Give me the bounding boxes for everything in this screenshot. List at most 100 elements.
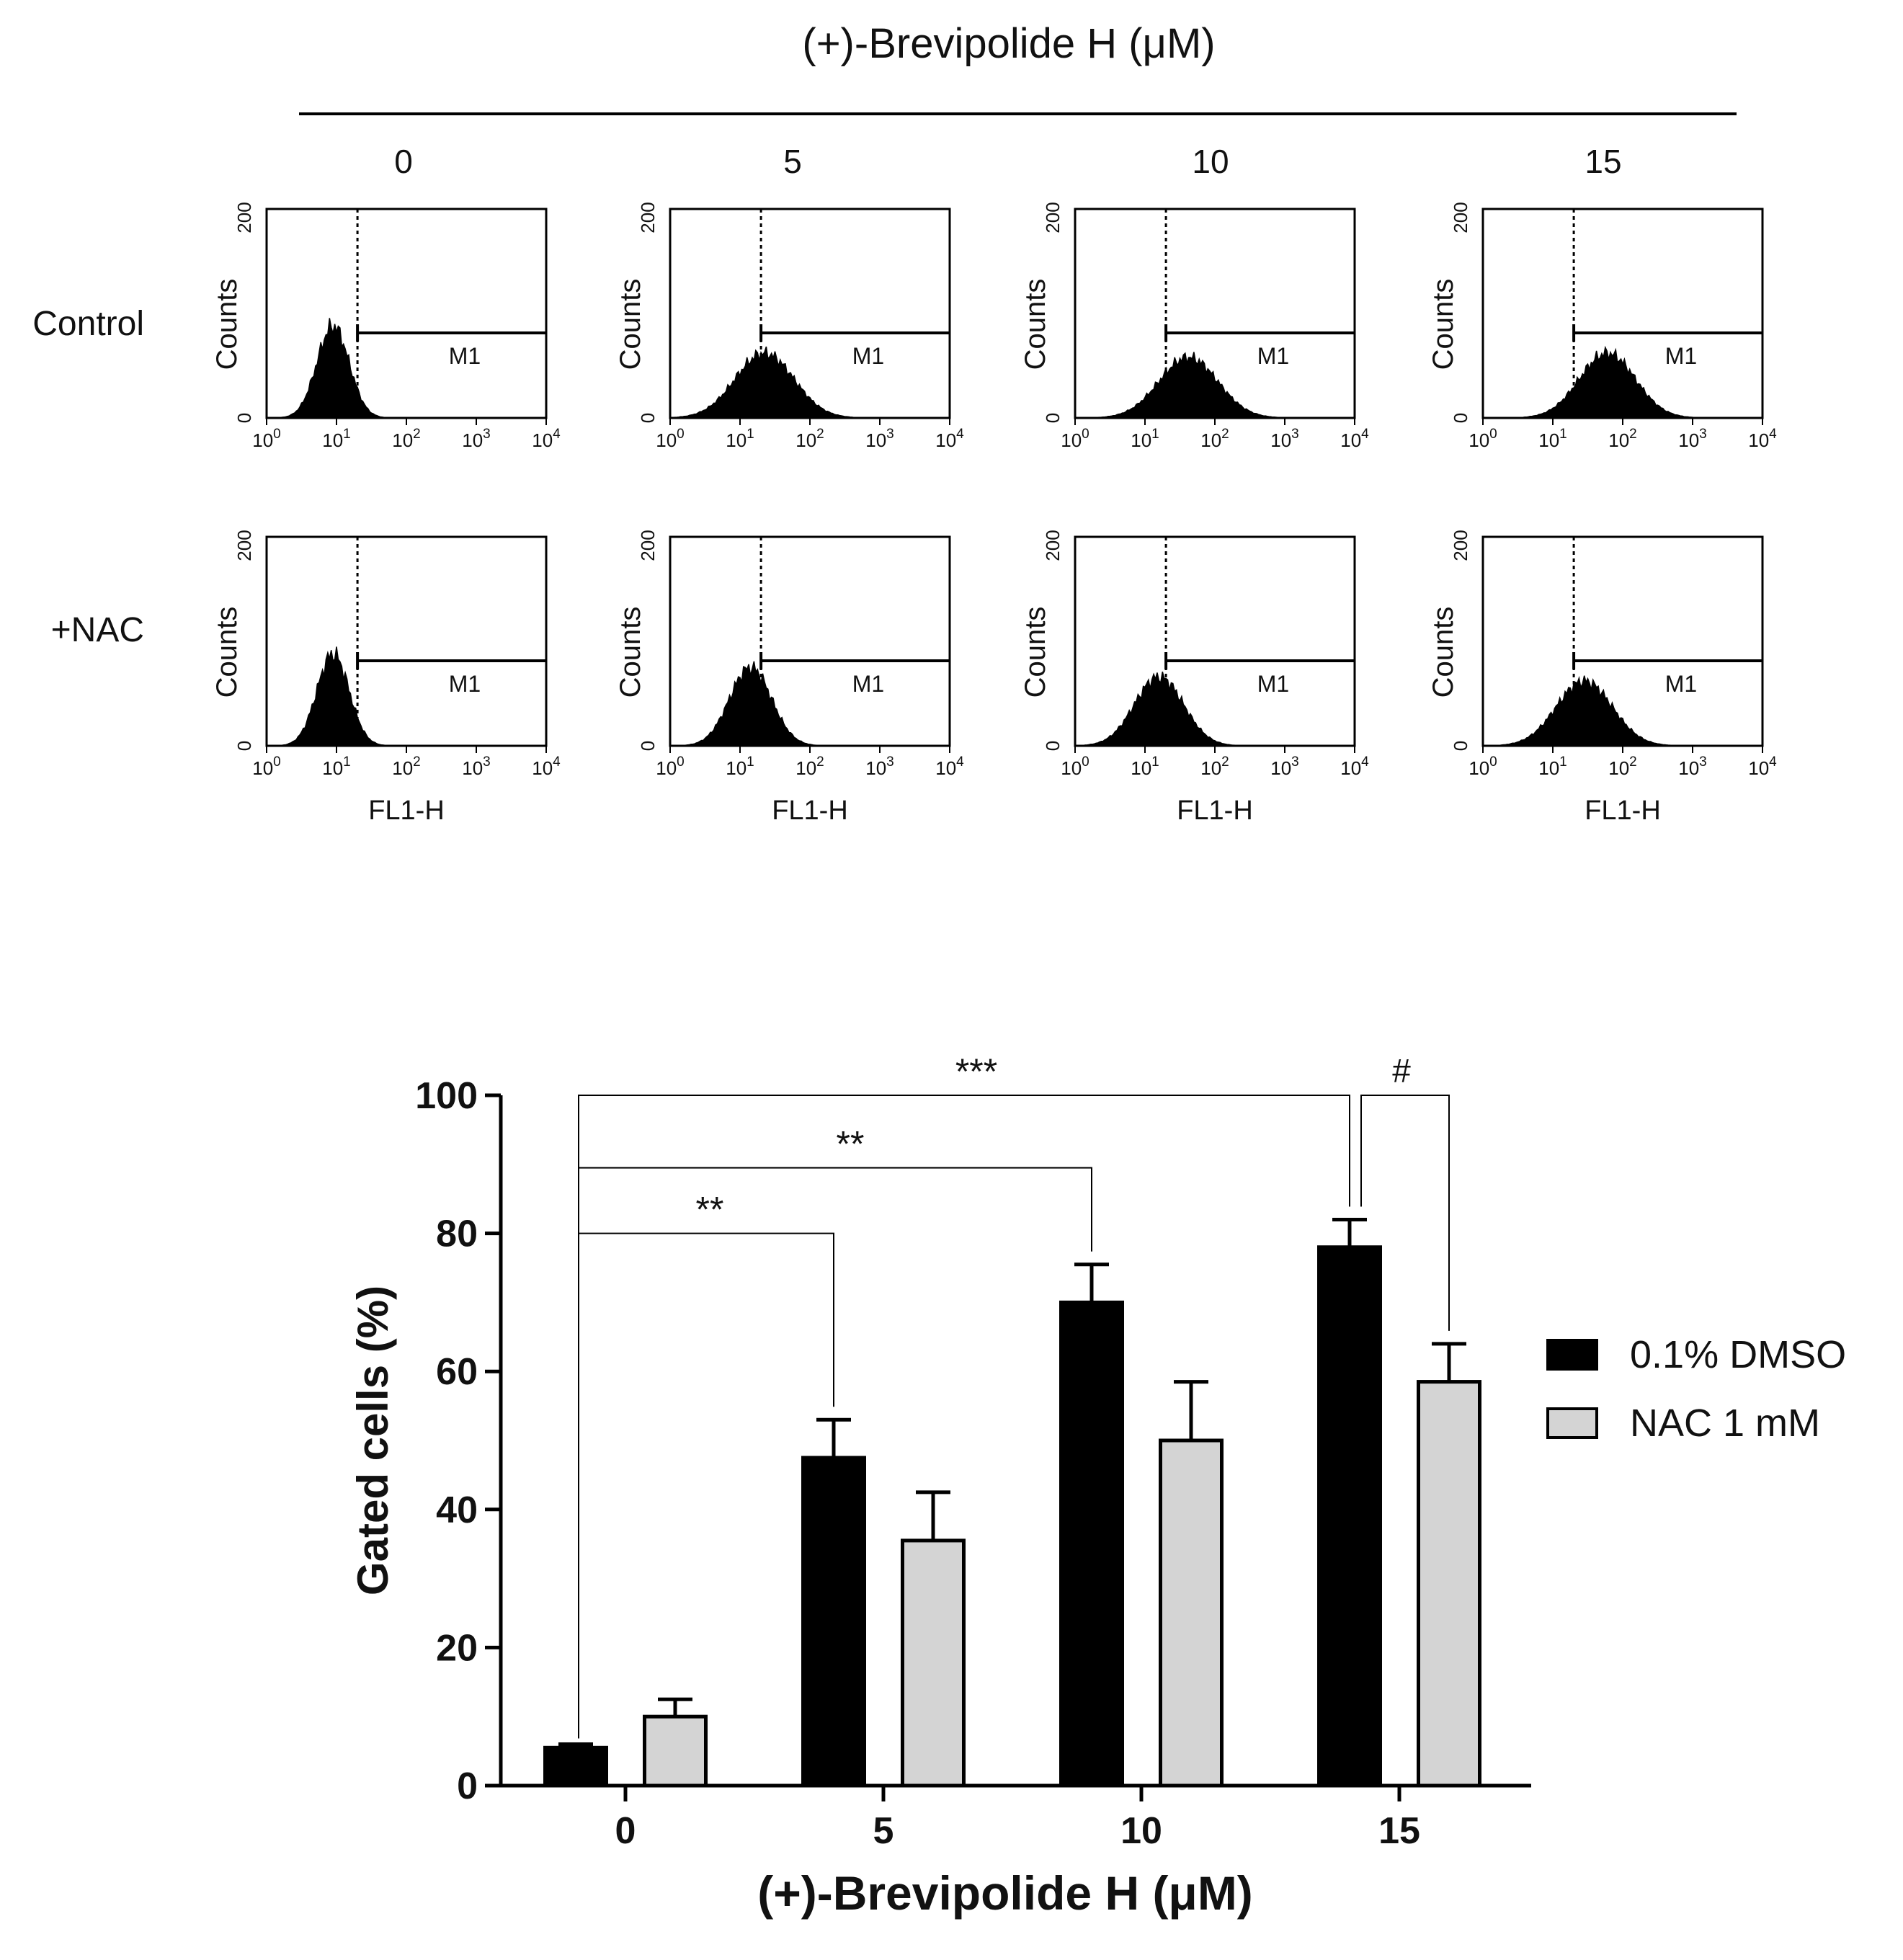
legend-swatch [1546, 1407, 1598, 1439]
histogram-x-tick: 100 [656, 754, 685, 779]
histogram-frame [265, 208, 548, 419]
histogram-distribution [267, 646, 546, 747]
histogram-frame [1481, 535, 1764, 747]
histogram-x-tick: 103 [1678, 427, 1707, 451]
legend-swatch [1546, 1339, 1598, 1371]
histogram-x-tick: 101 [1538, 427, 1567, 451]
bar-nac-15 [1417, 1380, 1481, 1788]
histogram-panel: M1 0 200 Counts 100 101 102 103 104 FL1-H [1020, 530, 1369, 826]
histogram-y-tick: 200 [1042, 202, 1064, 233]
y-tick-label: 60 [436, 1351, 478, 1393]
y-tick-label: 80 [436, 1213, 478, 1255]
histogram-x-tick: 101 [726, 754, 754, 779]
histogram-y-tick: 0 [637, 413, 659, 423]
histogram-x-tick: 104 [1340, 754, 1369, 779]
y-tick-label: 40 [436, 1489, 478, 1531]
histogram-distribution [1074, 352, 1355, 419]
x-axis-label: (+)-Brevipolide H (μM) [757, 1866, 1253, 1920]
histogram-y-label: Counts [1427, 279, 1459, 370]
histogram-panel: M1 0 200 Counts 100 101 102 103 104 FL1-H [1427, 530, 1777, 826]
bar-dmso-5 [801, 1456, 866, 1788]
histogram-x-tick: 101 [322, 427, 351, 451]
bar-dmso-15 [1317, 1245, 1382, 1788]
histogram-y-tick: 200 [637, 202, 659, 233]
histogram-distribution [1483, 345, 1762, 419]
bar-nac-5 [901, 1538, 966, 1788]
histogram-x-tick: 104 [532, 427, 561, 451]
marker-label: M1 [1665, 671, 1697, 697]
histogram-y-label: Counts [1427, 607, 1459, 698]
histogram-y-tick: 0 [1450, 413, 1471, 423]
histogram-x-tick: 101 [322, 754, 351, 779]
histogram-y-tick: 200 [1042, 530, 1064, 561]
marker-label: M1 [1665, 343, 1697, 369]
histogram-frame [1074, 535, 1356, 747]
histogram-y-tick: 0 [637, 741, 659, 751]
significance-label: ** [696, 1190, 724, 1230]
histogram-y-tick: 0 [1042, 741, 1064, 751]
histogram-y-tick: 200 [637, 530, 659, 561]
histogram-y-label: Counts [615, 279, 646, 370]
significance-bracket [578, 1095, 1350, 1739]
histogram-distribution [669, 661, 950, 747]
significance-label: *** [955, 1051, 997, 1092]
y-tick-label: 100 [415, 1075, 478, 1117]
histogram-x-tick: 100 [1469, 427, 1497, 451]
legend-label: NAC 1 mM [1630, 1402, 1820, 1445]
histogram-x-tick: 103 [1270, 427, 1299, 451]
histogram-frame [669, 208, 951, 419]
significance-bracket [578, 1232, 834, 1739]
significance-label-hash: # [1392, 1052, 1411, 1090]
y-tick-label: 0 [457, 1765, 478, 1807]
significance-bracket-hash [1360, 1095, 1450, 1331]
histogram-x-label: FL1-H [1177, 796, 1253, 826]
histogram-x-tick: 103 [462, 427, 491, 451]
histogram-x-tick: 104 [1748, 427, 1777, 451]
dose-label-15: 15 [1585, 143, 1621, 180]
histogram-x-tick: 100 [252, 427, 281, 451]
histogram-distribution [1482, 675, 1762, 747]
histogram-x-tick: 104 [935, 427, 964, 451]
histogram-x-tick: 102 [392, 754, 421, 779]
histogram-x-tick: 103 [1270, 754, 1299, 779]
histogram-x-label: FL1-H [772, 796, 848, 826]
histogram-y-label: Counts [1020, 279, 1051, 370]
dose-label-5: 5 [783, 143, 802, 180]
histogram-y-tick: 200 [1450, 530, 1471, 561]
marker-label: M1 [449, 671, 481, 697]
histogram-x-tick: 101 [1538, 754, 1567, 779]
row-label-control: Control [32, 305, 144, 343]
bar-dmso-0 [543, 1745, 608, 1788]
histogram-x-label: FL1-H [1585, 796, 1661, 826]
histogram-y-label: Counts [1020, 607, 1051, 698]
histogram-x-tick: 102 [1608, 427, 1637, 451]
dose-label-10: 10 [1192, 143, 1229, 180]
bar-nac-0 [643, 1714, 708, 1788]
histogram-y-label: Counts [615, 607, 646, 698]
histogram-x-tick: 104 [1748, 754, 1777, 779]
x-tick-label: 0 [615, 1810, 636, 1852]
bar-nac-10 [1159, 1438, 1224, 1788]
histogram-x-tick: 101 [726, 427, 754, 451]
histogram-x-tick: 102 [1608, 754, 1637, 779]
x-tick-label: 15 [1378, 1810, 1420, 1852]
significance-label: ** [837, 1124, 865, 1164]
figure-title: (+)-Brevipolide H (μM) [802, 20, 1215, 67]
histogram-x-tick: 101 [1131, 754, 1159, 779]
histogram-grid: M1 0 200 Counts 100 101 102 103 104 M1 0 200 Counts 1… [211, 202, 1777, 826]
row-label-nac: +NAC [51, 611, 144, 649]
y-axis-label: Gated cells (%) [349, 1286, 397, 1595]
histogram-y-tick: 200 [1450, 202, 1471, 233]
histogram-x-tick: 100 [656, 427, 685, 451]
y-tick-label: 20 [436, 1627, 478, 1669]
histogram-panel: M1 0 200 Counts 100 101 102 103 104 [211, 202, 561, 451]
histogram-x-tick: 100 [1061, 427, 1089, 451]
marker-label: M1 [1257, 343, 1289, 369]
bar-dmso-10 [1059, 1300, 1124, 1788]
histogram-y-label: Counts [211, 279, 243, 370]
histogram-x-tick: 100 [252, 754, 281, 779]
histogram-y-tick: 200 [233, 530, 255, 561]
histogram-panel: M1 0 200 Counts 100 101 102 103 104 [1427, 202, 1777, 451]
x-tick-label: 10 [1120, 1810, 1162, 1852]
histogram-y-tick: 0 [1450, 741, 1471, 751]
